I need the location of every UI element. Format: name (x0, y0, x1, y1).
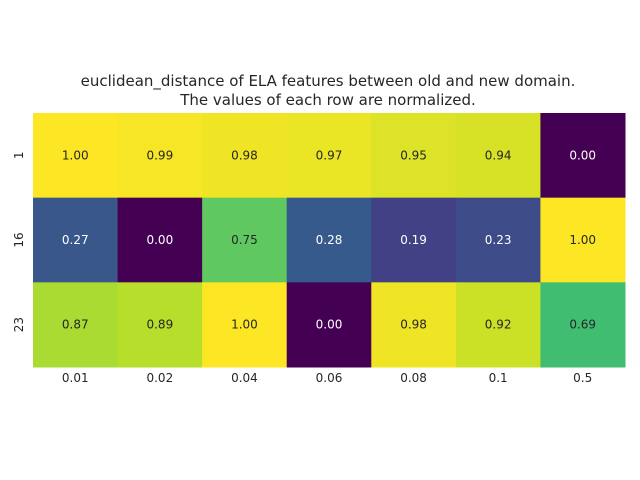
cell-value-label-2-1: 0.89 (146, 318, 173, 332)
x-tick-label-2: 0.04 (231, 371, 258, 385)
y-tick-label-0: 1 (12, 152, 26, 160)
heatmap-cell-1-1 (117, 197, 203, 283)
cell-value-label-1-0: 0.27 (62, 233, 89, 247)
heatmap-cell-0-1 (117, 113, 203, 199)
x-tick-label-6: 0.5 (573, 371, 592, 385)
x-tick-label-3: 0.06 (316, 371, 343, 385)
heatmap-cell-0-4 (371, 113, 457, 199)
y-axis-ticks: 1 16 23 (12, 152, 26, 333)
heatmap-cell-2-1 (117, 282, 203, 368)
heatmap-cell-0-6 (540, 113, 626, 199)
heatmap-cell-2-3 (286, 282, 372, 368)
heatmap-cell-0-0 (33, 113, 119, 199)
cell-value-label-1-2: 0.75 (231, 233, 258, 247)
heatmap-cell-labels: 1.00 0.99 0.98 0.97 0.95 0.94 0.00 0.27 0.00 0.75… (62, 148, 596, 331)
chart-title-line-1: euclidean_distance of ELA features betwe… (80, 72, 576, 90)
heatmap-cell-2-2 (202, 282, 288, 368)
x-tick-label-5: 0.1 (489, 371, 508, 385)
cell-value-label-2-6: 0.69 (569, 318, 596, 332)
cell-value-label-1-6: 1.00 (569, 233, 596, 247)
heatmap-cell-1-5 (455, 197, 541, 283)
cell-value-label-2-5: 0.92 (485, 318, 512, 332)
heatmap-cell-2-5 (455, 282, 541, 368)
cell-value-label-1-1: 0.00 (146, 233, 173, 247)
cell-value-label-2-3: 0.00 (316, 318, 343, 332)
cell-value-label-0-6: 0.00 (569, 148, 596, 162)
heatmap-cell-1-0 (33, 197, 119, 283)
cell-value-label-0-1: 0.99 (146, 148, 173, 162)
cell-value-label-1-4: 0.19 (400, 233, 427, 247)
x-tick-label-1: 0.02 (146, 371, 173, 385)
heatmap-cell-1-6 (540, 197, 626, 283)
cell-value-label-0-4: 0.95 (400, 148, 427, 162)
heatmap-cell-2-0 (33, 282, 119, 368)
y-tick-label-2: 23 (12, 317, 26, 332)
x-tick-label-4: 0.08 (400, 371, 427, 385)
cell-value-label-0-3: 0.97 (316, 148, 343, 162)
heatmap-cells (33, 113, 626, 368)
heatmap-cell-1-3 (286, 197, 372, 283)
cell-value-label-0-0: 1.00 (62, 148, 89, 162)
cell-value-label-2-2: 1.00 (231, 318, 258, 332)
heatmap-cell-0-2 (202, 113, 288, 199)
cell-value-label-2-4: 0.98 (400, 318, 427, 332)
x-axis-ticks: 0.01 0.02 0.04 0.06 0.08 0.1 0.5 (62, 371, 592, 385)
chart-title-line-2: The values of each row are normalized. (180, 91, 476, 109)
cell-value-label-1-3: 0.28 (316, 233, 343, 247)
cell-value-label-0-5: 0.94 (485, 148, 512, 162)
heatmap-cell-1-2 (202, 197, 288, 283)
heatmap-cell-2-6 (540, 282, 626, 368)
heatmap-cell-0-3 (286, 113, 372, 199)
heatmap-cell-0-5 (455, 113, 541, 199)
heatmap-cell-2-4 (371, 282, 457, 368)
x-tick-label-0: 0.01 (62, 371, 89, 385)
cell-value-label-0-2: 0.98 (231, 148, 258, 162)
y-tick-label-1: 16 (12, 232, 26, 247)
heatmap-cell-1-4 (371, 197, 457, 283)
cell-value-label-2-0: 0.87 (62, 318, 89, 332)
cell-value-label-1-5: 0.23 (485, 233, 512, 247)
